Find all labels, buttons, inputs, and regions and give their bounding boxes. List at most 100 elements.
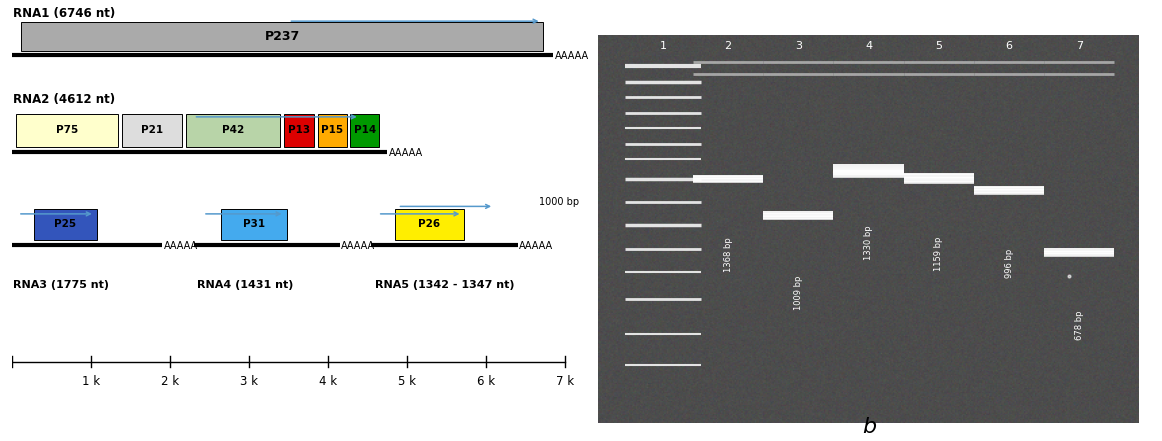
Bar	[904, 181, 974, 183]
Bar	[693, 176, 763, 177]
Bar	[904, 182, 974, 183]
Bar	[974, 186, 1045, 195]
Text: P237: P237	[265, 30, 300, 43]
Text: AAAAA: AAAAA	[555, 52, 589, 61]
Bar	[1045, 254, 1114, 255]
Text: P26: P26	[418, 220, 440, 229]
Bar	[763, 215, 833, 216]
Bar	[763, 216, 833, 217]
Bar	[1045, 251, 1114, 252]
Bar	[833, 173, 904, 175]
Text: 6: 6	[1005, 41, 1012, 51]
Bar	[974, 192, 1045, 193]
Text: 1330 bp: 1330 bp	[865, 225, 873, 260]
Bar	[833, 172, 904, 174]
Bar	[763, 217, 833, 218]
Bar	[974, 191, 1045, 192]
Text: P21: P21	[141, 125, 163, 135]
Bar	[833, 164, 904, 179]
Bar	[693, 179, 763, 180]
Text: AAAAA: AAAAA	[164, 241, 198, 251]
Text: 1368 bp: 1368 bp	[724, 237, 732, 272]
Bar	[693, 178, 763, 179]
Text: P42: P42	[222, 125, 244, 135]
Bar	[1045, 248, 1114, 249]
Bar	[974, 188, 1045, 189]
Text: P75: P75	[56, 125, 78, 135]
Bar	[693, 177, 763, 178]
Bar	[122, 114, 181, 147]
Bar	[693, 180, 763, 181]
Bar	[1045, 250, 1114, 251]
Text: 6 k: 6 k	[478, 375, 495, 388]
Text: 678 bp: 678 bp	[1075, 311, 1084, 340]
Text: P25: P25	[55, 220, 77, 229]
Bar	[974, 190, 1045, 191]
Bar	[1045, 253, 1114, 254]
Bar	[1045, 254, 1114, 255]
Bar	[350, 114, 379, 147]
Bar	[21, 22, 543, 51]
Text: 1159 bp: 1159 bp	[934, 237, 944, 272]
Bar	[693, 179, 763, 180]
Text: 1009 bp: 1009 bp	[794, 276, 803, 310]
Bar	[1045, 253, 1114, 254]
Text: P31: P31	[243, 220, 265, 229]
Text: 996 bp: 996 bp	[1005, 249, 1013, 278]
Text: AAAAA: AAAAA	[389, 149, 423, 158]
Text: 5 k: 5 k	[399, 375, 416, 388]
Bar	[974, 192, 1045, 193]
Bar	[693, 178, 763, 179]
Bar	[904, 177, 974, 179]
Text: P14: P14	[353, 125, 375, 135]
Bar	[974, 189, 1045, 190]
Bar	[904, 179, 974, 180]
Bar	[1045, 255, 1114, 256]
Text: 7: 7	[1076, 41, 1083, 51]
Bar	[221, 209, 287, 240]
Bar	[186, 114, 280, 147]
Text: 2 k: 2 k	[160, 375, 179, 388]
Bar	[693, 175, 763, 183]
Text: 4: 4	[865, 41, 873, 51]
Text: 1: 1	[660, 41, 667, 51]
Bar	[833, 175, 904, 176]
Bar	[285, 114, 315, 147]
Bar	[974, 187, 1045, 188]
Bar	[904, 180, 974, 182]
Bar	[974, 189, 1045, 190]
Text: 1 k: 1 k	[81, 375, 100, 388]
Bar	[833, 171, 904, 173]
Text: 2: 2	[725, 41, 732, 51]
Bar	[833, 169, 904, 171]
Bar	[693, 175, 763, 176]
Bar	[974, 186, 1045, 187]
Text: RNA5 (1342 - 1347 nt): RNA5 (1342 - 1347 nt)	[375, 280, 515, 290]
Text: AAAAA: AAAAA	[342, 241, 375, 251]
Bar	[1045, 248, 1114, 257]
Text: b: b	[862, 417, 876, 437]
Bar	[34, 209, 98, 240]
Bar	[904, 173, 974, 184]
Text: 3 k: 3 k	[239, 375, 258, 388]
Bar	[904, 176, 974, 178]
Bar	[833, 166, 904, 167]
Text: 3: 3	[795, 41, 802, 51]
Bar	[904, 175, 974, 176]
Text: AAAAA: AAAAA	[519, 241, 553, 251]
Text: P13: P13	[288, 125, 310, 135]
Bar	[763, 214, 833, 215]
Bar	[763, 212, 833, 213]
Bar	[763, 213, 833, 214]
Bar	[693, 181, 763, 182]
Bar	[1045, 249, 1114, 250]
Bar	[833, 167, 904, 168]
Bar	[763, 218, 833, 219]
Bar	[693, 175, 763, 176]
Text: 1000 bp: 1000 bp	[538, 197, 579, 207]
Bar	[763, 212, 833, 220]
Bar	[693, 181, 763, 182]
Bar	[833, 165, 904, 166]
Text: RNA3 (1775 nt): RNA3 (1775 nt)	[13, 280, 109, 290]
Text: RNA2 (4612 nt): RNA2 (4612 nt)	[13, 93, 115, 106]
